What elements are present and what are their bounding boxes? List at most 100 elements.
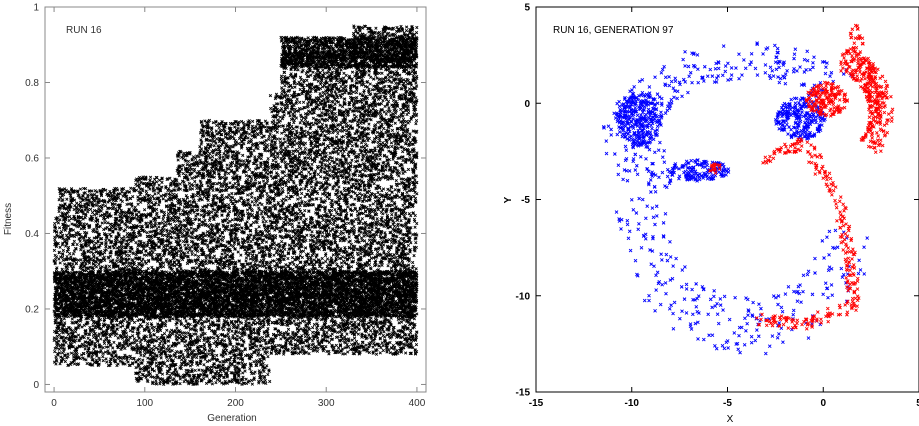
data-point [195,262,198,265]
data-point [113,341,116,344]
data-point [226,218,229,221]
data-point [73,350,76,353]
data-point [73,208,76,211]
data-point [170,216,173,219]
data-point [154,222,157,225]
data-point [143,208,146,211]
data-point [183,229,186,232]
data-point [181,235,184,238]
data-point [189,317,192,320]
data-point [98,263,101,266]
data-point [169,331,172,334]
data-point [128,254,131,257]
data-point [224,174,227,177]
data-point [105,361,108,364]
data-point [189,188,192,191]
data-point [242,160,245,163]
data-point [195,333,198,336]
data-point [107,324,110,327]
data-point [195,194,198,197]
data-point [114,203,117,206]
data-point [54,236,57,239]
data-point [147,267,150,270]
data-point [115,260,118,263]
data-point [156,227,159,230]
data-point [64,360,67,363]
data-point [154,193,157,196]
data-point [87,337,90,340]
data-point [132,330,135,333]
data-point [135,253,138,256]
data-point [96,213,99,216]
data-point [228,194,231,197]
data-point [166,365,169,368]
data-point [161,373,164,376]
data-point [77,334,80,337]
data-point [140,354,143,357]
data-point [165,348,168,351]
data-point [164,221,167,224]
data-point [143,355,146,358]
data-point [107,222,110,225]
data-point [58,198,61,201]
data-point [134,206,137,209]
data-point [136,248,139,251]
data-point [179,213,182,216]
data-point [92,336,95,339]
data-point [208,366,211,369]
data-point [155,362,158,365]
data-point [73,240,76,243]
data-point [241,154,244,157]
data-point [227,221,230,224]
data-point [86,232,89,235]
data-point [152,251,155,254]
data-point [167,345,170,348]
data-point [183,356,186,359]
data-point [157,192,160,195]
data-point [123,235,126,238]
data-point [166,258,169,261]
data-point [246,194,249,197]
data-point [205,257,208,260]
data-point [147,361,150,364]
data-point [209,217,212,220]
data-point [121,200,124,203]
data-point [194,254,197,257]
data-point [74,330,77,333]
data-point [67,246,70,249]
data-point [165,329,168,332]
data-point [193,180,196,183]
data-point [114,334,117,337]
data-point [129,355,132,358]
data-point [69,234,72,237]
data-point [208,350,211,353]
data-point [182,209,185,212]
data-point [145,254,148,257]
data-point [250,234,253,237]
data-point [162,265,165,268]
data-point [126,232,129,235]
data-point [104,221,107,224]
data-point [176,371,179,374]
data-point [91,211,94,214]
data-point [215,130,218,133]
data-point [209,347,212,350]
data-point [223,339,226,342]
data-point [108,265,111,268]
data-point [155,379,158,382]
data-point [187,326,190,329]
data-point [152,329,155,332]
data-point [169,219,172,222]
data-point [177,159,180,162]
data-point [268,380,271,383]
data-point [53,249,56,252]
data-point [157,203,160,206]
data-point [172,227,175,230]
data-point [125,254,128,257]
data-point [185,237,188,240]
data-point [101,355,104,358]
data-point [110,333,113,336]
data-point [62,249,65,252]
data-point [88,244,91,247]
data-point [262,348,265,351]
